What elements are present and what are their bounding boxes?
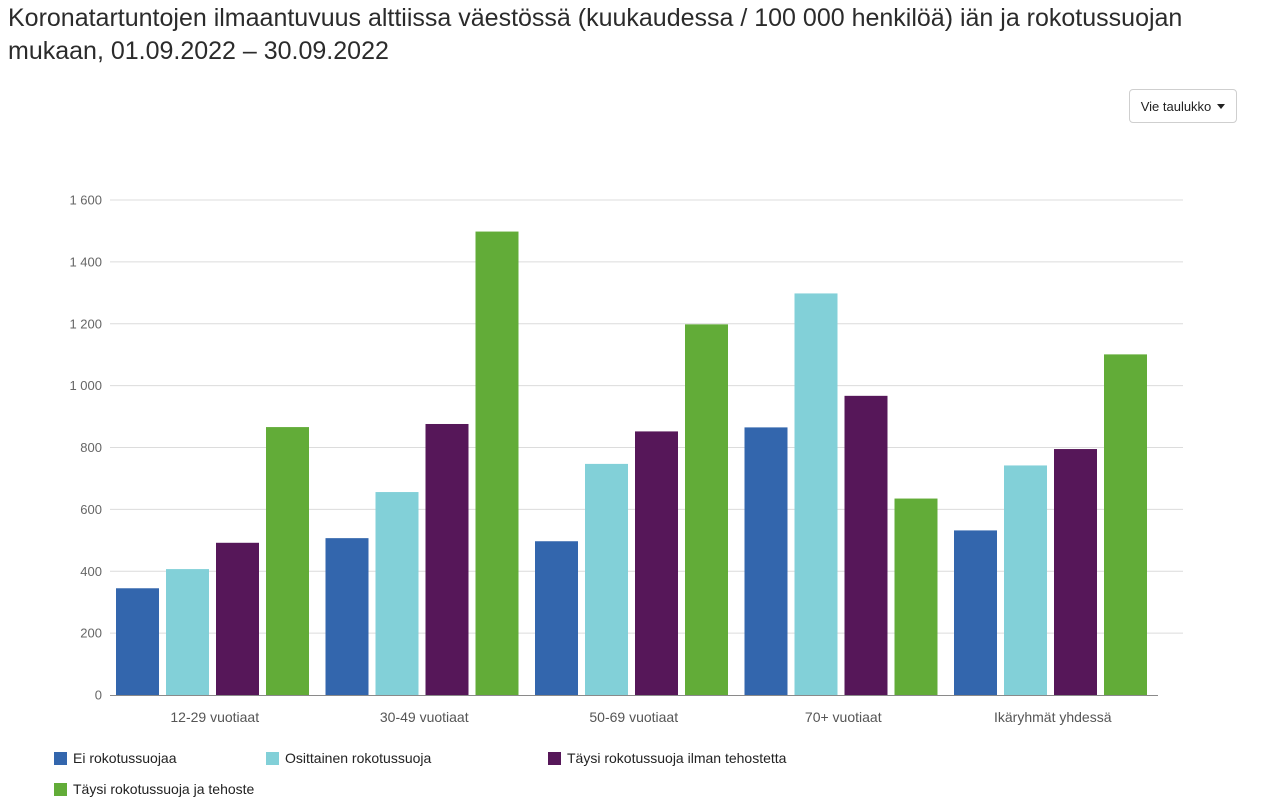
bars: [116, 231, 1147, 695]
x-tick-label: Ikäryhmät yhdessä: [994, 709, 1112, 725]
legend-item[interactable]: Täysi rokotussuoja ja tehoste: [54, 781, 254, 797]
legend-label: Täysi rokotussuoja ilman tehostetta: [567, 750, 787, 766]
y-tick-label: 200: [80, 626, 102, 641]
bar[interactable]: [425, 423, 469, 695]
y-tick-label: 1 600: [69, 193, 102, 208]
chart-title: Koronatartuntojen ilmaantuvuus alttiissa…: [8, 4, 1183, 65]
bar[interactable]: [325, 538, 369, 695]
bar[interactable]: [844, 395, 888, 695]
export-table-button[interactable]: Vie taulukko: [1129, 89, 1237, 123]
legend-item[interactable]: Osittainen rokotussuoja: [266, 750, 431, 766]
legend-item[interactable]: Ei rokotussuojaa: [54, 750, 177, 766]
bar[interactable]: [894, 498, 938, 695]
x-tick-label: 30-49 vuotiaat: [380, 709, 469, 725]
bar[interactable]: [166, 569, 209, 695]
y-tick-label: 1 000: [69, 378, 102, 393]
x-axis-ticks: 12-29 vuotiaat 30-49 vuotiaat 50-69 vuotia…: [170, 709, 1111, 725]
bar[interactable]: [1004, 465, 1047, 695]
export-table-button-label: Vie taulukko: [1140, 98, 1212, 114]
y-tick-label: 600: [80, 502, 102, 517]
y-tick-label: 400: [80, 564, 102, 579]
legend-label: Täysi rokotussuoja ja tehoste: [73, 781, 255, 797]
legend-label: Osittainen rokotussuoja: [285, 750, 432, 766]
x-tick-label: 12-29 vuotiaat: [170, 709, 259, 725]
bar[interactable]: [1054, 449, 1097, 695]
bar[interactable]: [266, 427, 309, 695]
y-tick-label: 1 200: [69, 316, 102, 331]
bar[interactable]: [1104, 354, 1147, 695]
bar[interactable]: [116, 588, 159, 695]
legend-swatch: [548, 751, 561, 765]
bar[interactable]: [954, 530, 997, 695]
bar[interactable]: [744, 427, 788, 695]
bar[interactable]: [794, 293, 838, 695]
legend-swatch: [54, 751, 67, 765]
bar[interactable]: [685, 324, 728, 695]
legend-swatch: [266, 751, 279, 765]
bar[interactable]: [535, 541, 578, 695]
y-tick-label: 1 400: [69, 254, 102, 269]
y-tick-label: 800: [80, 440, 102, 455]
x-tick-label: 50-69 vuotiaat: [589, 709, 678, 725]
y-axis-ticks: 0 200 400 600 800 1 000 1 200 1 400 1 600: [69, 193, 102, 703]
y-tick-label: 0: [95, 688, 102, 703]
x-tick-label: 70+ vuotiaat: [805, 709, 882, 725]
bar-chart: 0 200 400 600 800 1 000 1 200 1 400 1 600 12-29 …: [69, 193, 1183, 725]
bar[interactable]: [475, 231, 519, 695]
caret-down-icon: [1217, 103, 1226, 109]
legend-swatch: [54, 782, 67, 796]
legend-item[interactable]: Täysi rokotussuoja ilman tehostetta: [548, 750, 786, 766]
legend-label: Ei rokotussuojaa: [73, 750, 177, 766]
bar[interactable]: [635, 431, 678, 695]
bar[interactable]: [375, 492, 419, 695]
bar[interactable]: [585, 463, 628, 695]
bar[interactable]: [216, 542, 259, 695]
